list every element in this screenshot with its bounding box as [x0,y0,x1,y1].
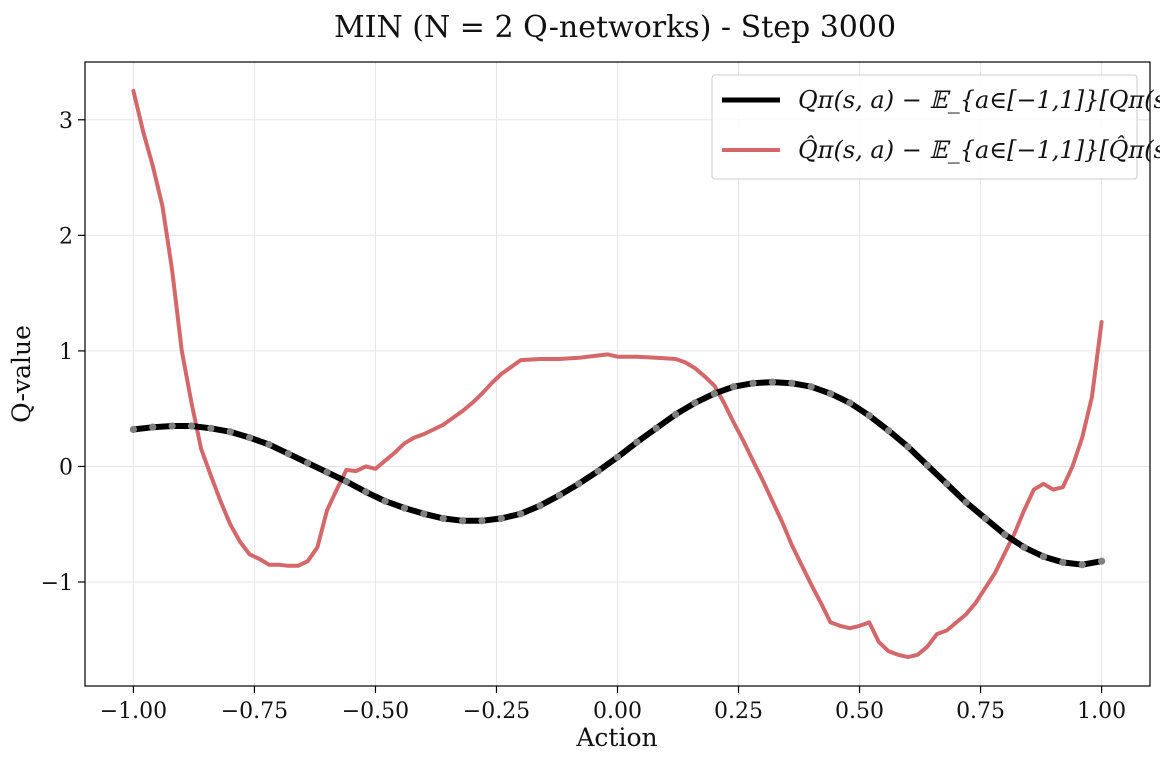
data-point-true-q [671,410,680,419]
series-line-estimated-q [131,88,1104,660]
data-point-true-q [439,514,447,523]
plot-area [129,88,1106,660]
data-point-true-q [458,517,467,525]
data-point-true-q [536,502,544,510]
y-tick-label: 1 [59,340,73,365]
data-point-true-q [1078,561,1086,569]
y-axis: −1 0 1 2 3 [41,109,85,596]
data-point-true-q [207,424,215,432]
data-point-true-q [284,450,292,458]
data-point-true-q [342,477,351,486]
data-point-true-q [245,433,254,442]
data-point-true-q [1020,543,1028,551]
data-point-true-q [633,438,641,446]
chart-title: MIN (N = 2 Q-networks) - Step 3000 [334,10,896,45]
y-axis-label: Q-value [7,325,36,423]
legend: Qπ(s, a) − 𝔼_{a∈[−1,1]}[Qπ(s, a)] Q̂π(s,… [711,74,1160,180]
data-point-true-q [943,480,951,488]
data-point-true-q [149,423,157,431]
data-point-true-q [575,480,583,488]
legend-label-true-q: Qπ(s, a) − 𝔼_{a∈[−1,1]}[Qπ(s, a)] [798,86,1160,114]
data-point-true-q [420,510,428,518]
x-axis: −1.00 −0.75 −0.50 −0.25 0.00 0.25 0.50 0.75 1.00 [100,686,1126,724]
data-point-true-q [730,383,738,391]
data-point-true-q [265,440,273,449]
data-point-true-q [478,517,486,525]
data-point-true-q [400,504,409,512]
data-point-true-q [362,488,370,496]
y-tick-label: 0 [59,455,73,480]
data-point-true-q [652,424,660,432]
y-tick-label: 3 [59,109,73,134]
y-tick-label: 2 [59,224,73,249]
x-tick-label: 0.50 [835,699,884,724]
y-tick-label: −1 [41,571,73,596]
data-point-true-q [981,514,990,523]
x-tick-label: 0.00 [593,699,642,724]
x-tick-label: 1.00 [1077,699,1126,724]
data-point-true-q [788,379,796,387]
data-point-true-q [923,461,931,469]
x-tick-label: 0.75 [956,699,1005,724]
data-point-true-q [381,497,389,505]
data-point-true-q [517,510,525,518]
data-point-true-q [613,453,622,461]
data-point-true-q [904,443,912,451]
data-point-true-q [323,468,331,476]
x-tick-label: −1.00 [100,699,167,724]
data-point-true-q [710,390,718,398]
data-point-true-q [594,467,602,475]
data-point-true-q [884,427,893,435]
x-tick-label: −0.50 [342,699,409,724]
data-point-true-q [1059,558,1067,566]
data-point-true-q [865,412,873,420]
data-point-true-q [749,379,757,387]
x-tick-label: 0.25 [714,699,763,724]
data-point-true-q [826,390,835,398]
data-point-true-q [962,498,970,506]
data-point-true-q [497,514,505,523]
data-point-true-q [807,383,815,391]
x-axis-label: Action [575,723,657,752]
x-tick-label: −0.25 [463,699,530,724]
data-point-true-q [1039,552,1048,561]
x-tick-label: −0.75 [221,699,288,724]
data-point-true-q [691,399,699,407]
data-point-true-q [768,378,777,386]
data-point-true-q [304,459,312,467]
data-point-true-q [846,399,854,407]
legend-label-estimated-q: Q̂π(s, a) − 𝔼_{a∈[−1,1]}[Q̂π(s, a)] [798,136,1160,164]
data-point-true-q [1097,557,1106,565]
data-point-true-q [555,491,564,499]
data-point-true-q [168,422,176,430]
data-point-true-q [187,422,196,430]
data-point-true-q [1001,531,1009,539]
data-point-true-q [226,428,234,436]
legend-box [711,74,1138,180]
data-point-true-q [129,425,138,434]
